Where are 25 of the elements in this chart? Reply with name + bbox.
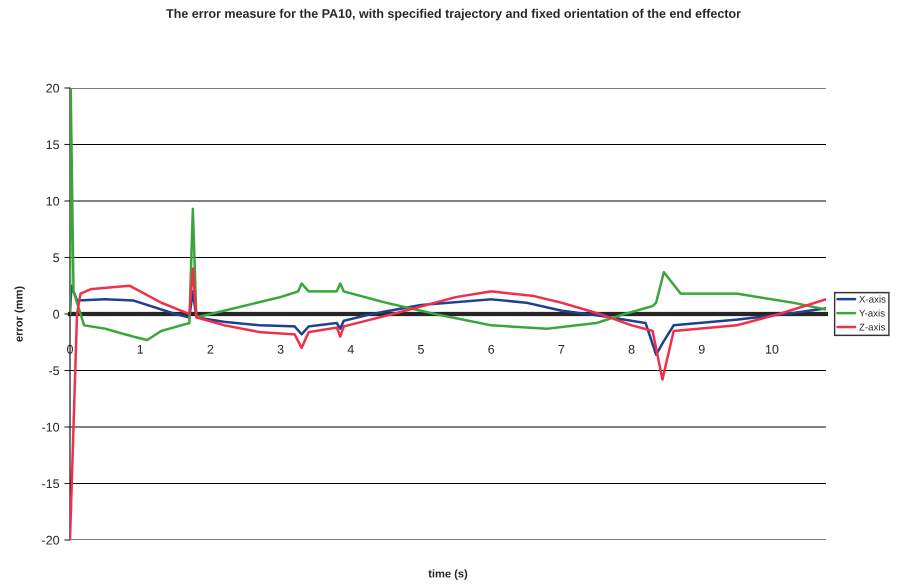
y-tick-label: 15 [46,140,60,150]
y-tick-label: -20 [42,536,60,545]
x-tick-label: 1 [138,345,144,354]
legend-label: Y-axis [859,309,885,317]
y-tick-label: 5 [53,253,60,262]
x-tick-label: 7 [558,345,564,354]
x-tick-label: 10 [766,344,778,354]
y-tick-label: 20 [46,84,60,93]
y-tick-label: 0 [53,310,60,319]
x-tick-label: 8 [628,344,634,354]
y-tick-label: -15 [42,479,60,488]
y-tick-label: -5 [49,366,60,376]
y-tick-label: 10 [46,196,60,206]
x-axis-title: time (s) [428,569,468,580]
x-tick-label: 4 [348,345,354,354]
y-tick-label: -10 [42,422,60,432]
x-tick-label: 3 [278,344,284,354]
x-tick-label: 6 [488,344,494,354]
x-tick-label: 9 [698,344,705,354]
x-tick-label: 5 [418,345,424,354]
legend-label: Z-axis [859,323,886,331]
y-axis-title: error (mm) [14,286,25,342]
x-tick-label: 2 [208,344,214,354]
chart-title: The error measure for the PA10, with specified trajectory and fixed orientation of the end effector [166,8,741,20]
legend-label: X-axis [859,296,886,303]
